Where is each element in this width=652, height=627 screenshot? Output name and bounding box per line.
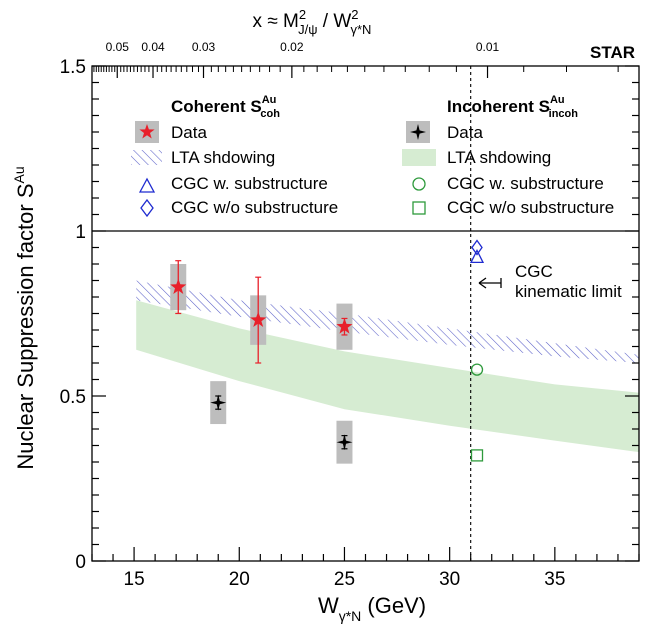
top-axis-label-sub2: γ*N <box>351 22 372 37</box>
legend-coherent-lta-swatch <box>131 150 162 165</box>
y-tick-label: 1.5 <box>60 57 86 78</box>
legend-circle-icon <box>412 177 426 191</box>
legend-coherent-lta-label: LTA shdowing <box>171 148 275 167</box>
y-axis-label-sup: Au <box>11 166 27 183</box>
legend-coherent-data-label: Data <box>171 123 207 142</box>
legend-incoherent-data-label: Data <box>447 123 483 142</box>
legend-diamond-icon <box>140 198 154 218</box>
coherent-data-point <box>170 278 187 294</box>
legend-coherent-cgc-without-label: CGC w/o substructure <box>171 198 338 217</box>
legend-triangle-icon <box>138 177 156 193</box>
x-axis-label-main: W <box>318 593 339 618</box>
left-arrow-icon <box>478 277 502 289</box>
legend-incoherent-cgc-with-label: CGC w. substructure <box>447 174 604 193</box>
experiment-label: STAR <box>590 43 635 62</box>
cgc-with-substructure-point <box>469 248 485 264</box>
legend-coherent-title-sub: coh <box>260 108 280 120</box>
top-tick-label: 0.02 <box>280 40 304 54</box>
coherent-lta-band <box>136 280 639 363</box>
x-tick-label: 35 <box>544 569 565 590</box>
top-axis-label-sup2: 2 <box>351 7 358 22</box>
cgc-without-substructure-point <box>471 239 483 256</box>
x-tick-label: 15 <box>124 569 145 590</box>
x-axis-label-sub: γ*N <box>339 608 362 624</box>
top-tick-label: 0.04 <box>141 40 165 54</box>
legend-coherent-cgc-with-label: CGC w. substructure <box>171 174 328 193</box>
x-axis-label-unit: (GeV) <box>361 593 426 618</box>
y-axis-label: Nuclear Suppression factor SAu <box>11 166 38 469</box>
x-axis-label: Wγ*N (GeV) <box>318 593 426 624</box>
top-axis-label-mid: / W <box>317 11 351 32</box>
legend-coherent-title-sup: Au <box>262 94 277 106</box>
incoherent-data-point <box>336 434 353 451</box>
legend-incoherent-lta-label: LTA shdowing <box>447 148 551 167</box>
kinematic-limit-annotation: CGC kinematic limit <box>478 262 622 301</box>
legend-incoherent-data-star-icon <box>410 124 426 140</box>
incoherent-cgc-with-substructure-point <box>470 363 484 376</box>
legend-incoherent-lta-swatch <box>402 149 436 166</box>
x-tick-label: 25 <box>334 569 355 590</box>
legend-incoherent-title-sup: Au <box>550 94 565 106</box>
top-tick-label: 0.01 <box>476 40 500 54</box>
legend-incoherent-title-main: Incoherent S <box>447 97 550 116</box>
legend-incoherent: Incoherent SAu incoh Data LTA shdowing CG… <box>402 94 614 217</box>
annotation-line1: CGC <box>515 262 553 281</box>
y-tick-label: 0.5 <box>60 387 86 408</box>
coherent-data-point <box>336 318 353 334</box>
incoherent-data-point <box>210 394 227 411</box>
y-axis-label-main: Nuclear Suppression factor S <box>13 183 38 469</box>
top-tick-label: 0.05 <box>106 40 130 54</box>
x-tick-label: 30 <box>439 569 460 590</box>
top-axis-label-prefix: x ≈ M <box>253 11 299 32</box>
legend-coherent: Coherent SAu coh Data LTA shdowing CGC w.… <box>131 94 338 218</box>
legend-incoherent-title: Incoherent SAu incoh <box>447 94 578 120</box>
top-axis-label-sup1: 2 <box>299 7 306 22</box>
legend-square-icon <box>412 201 426 215</box>
top-axis-label-sub1: J/ψ <box>298 22 317 37</box>
top-tick-label: 0.03 <box>192 40 216 54</box>
legend-incoherent-cgc-without-label: CGC w/o substructure <box>447 198 614 217</box>
y-tick-label: 1 <box>75 222 86 243</box>
legend-incoherent-title-sub: incoh <box>549 108 579 120</box>
y-tick-label: 0 <box>75 552 86 573</box>
top-axis-label: x ≈ M2 J/ψ / W2 γ*N <box>253 7 372 37</box>
legend-coherent-data-star-icon <box>139 124 155 139</box>
annotation-line2: kinematic limit <box>515 282 622 301</box>
incoherent-cgc-without-substructure-point <box>470 449 484 462</box>
legend-coherent-title-main: Coherent S <box>171 97 262 116</box>
x-tick-label: 20 <box>229 569 250 590</box>
coherent-data-point <box>250 311 267 327</box>
legend-coherent-title: Coherent SAu coh <box>171 94 280 120</box>
